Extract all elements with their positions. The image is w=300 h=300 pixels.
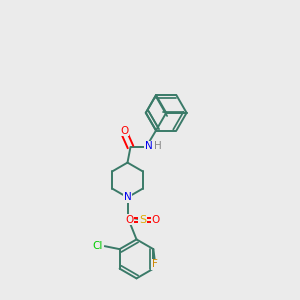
Text: H: H (154, 141, 162, 152)
Text: N: N (124, 192, 131, 203)
Text: O: O (125, 215, 133, 225)
Text: F: F (152, 259, 158, 269)
Text: Cl: Cl (93, 241, 103, 251)
Text: O: O (120, 125, 129, 136)
Text: N: N (145, 141, 152, 152)
Text: S: S (139, 215, 146, 225)
Text: O: O (152, 215, 160, 225)
